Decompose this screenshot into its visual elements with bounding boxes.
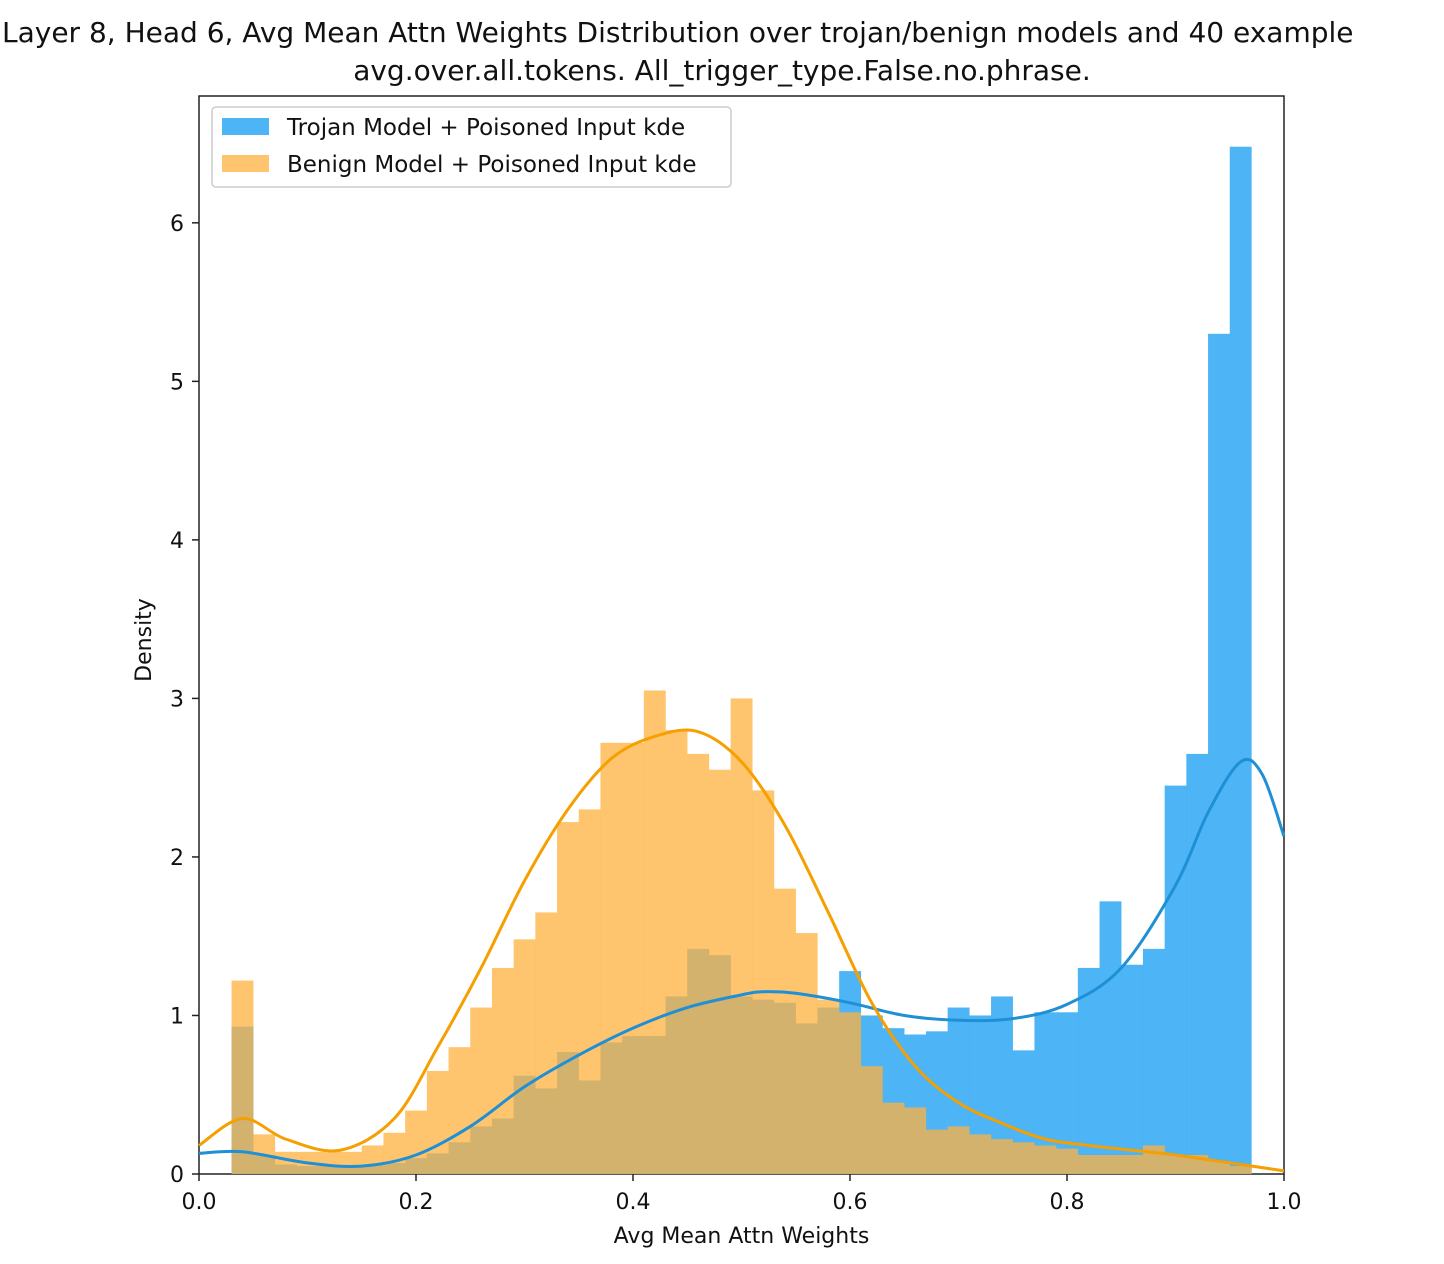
- x-axis: 0.0 0.2 0.4 0.6 0.8 1.0: [182, 1174, 1302, 1215]
- legend-label-trojan: Trojan Model + Poisoned Input kde: [286, 115, 685, 141]
- benign-bar: [1034, 1145, 1057, 1174]
- x-tick-label: 0.0: [182, 1190, 217, 1215]
- x-tick-label: 0.2: [399, 1190, 434, 1215]
- benign-bar: [730, 698, 753, 1174]
- benign-bar: [1121, 1154, 1144, 1174]
- benign-bar: [904, 1107, 927, 1174]
- benign-bar: [752, 790, 775, 1174]
- benign-bar: [969, 1134, 992, 1174]
- y-tick-label: 4: [170, 529, 184, 554]
- y-tick-label: 5: [170, 370, 184, 395]
- benign-bar: [622, 742, 645, 1174]
- benign-bar: [795, 933, 818, 1174]
- trojan-bar: [1186, 753, 1209, 1174]
- benign-bar: [1099, 1154, 1122, 1174]
- benign-bar: [383, 1132, 406, 1174]
- x-tick-label: 1.0: [1267, 1190, 1302, 1215]
- benign-bar: [361, 1145, 384, 1174]
- y-tick-label: 2: [170, 846, 184, 871]
- trojan-bar: [1208, 333, 1230, 1174]
- chart-title: Layer 8, Head 6, Avg Mean Attn Weights D…: [2, 16, 1354, 49]
- x-tick-label: 0.6: [833, 1190, 868, 1215]
- x-tick-label: 0.4: [616, 1190, 651, 1215]
- benign-bar: [991, 1139, 1013, 1174]
- x-tick-label: 0.8: [1050, 1190, 1085, 1215]
- benign-bar: [491, 967, 514, 1174]
- benign-bar: [470, 1007, 493, 1174]
- benign-bar: [1229, 1166, 1252, 1174]
- benign-bar: [1142, 1145, 1165, 1174]
- legend-label-benign: Benign Model + Poisoned Input kde: [287, 152, 696, 178]
- benign-bar: [1077, 1154, 1100, 1174]
- y-tick-label: 0: [170, 1163, 184, 1188]
- y-axis: 0 1 2 3 4 5 6: [170, 212, 199, 1188]
- benign-bar: [860, 1066, 883, 1174]
- trojan-bar: [1229, 146, 1252, 1175]
- benign-bar: [557, 822, 579, 1174]
- benign-bar: [839, 1012, 862, 1174]
- x-axis-label: Avg Mean Attn Weights: [614, 1224, 870, 1249]
- benign-bar: [340, 1151, 362, 1174]
- trojan-bar: [991, 996, 1013, 1174]
- benign-bar: [1012, 1142, 1035, 1174]
- trojan-kde-line: [198, 757, 1286, 1168]
- trojan-bar: [1056, 1012, 1079, 1174]
- benign-bar: [513, 939, 536, 1174]
- benign-bar: [882, 1102, 905, 1174]
- trojan-bar: [1099, 901, 1122, 1174]
- y-axis-label: Density: [132, 598, 157, 682]
- benign-bar: [1056, 1148, 1079, 1174]
- benign-bar: [947, 1126, 970, 1174]
- benign-kde-line: [198, 728, 1285, 1173]
- benign-bar: [817, 999, 840, 1174]
- benign-bar: [665, 730, 688, 1174]
- benign-bar: [231, 980, 254, 1174]
- legend-swatch-benign: [222, 155, 269, 172]
- legend-swatch-trojan: [222, 118, 269, 135]
- benign-bar: [274, 1151, 297, 1174]
- trojan-bar: [1164, 785, 1187, 1174]
- benign-bar: [1208, 1161, 1230, 1174]
- y-tick-label: 3: [170, 687, 184, 712]
- benign-bar: [774, 888, 796, 1174]
- y-tick-label: 6: [170, 212, 184, 237]
- trojan-bar: [1121, 964, 1144, 1174]
- y-tick-label: 1: [170, 1004, 184, 1029]
- benign-bar: [1164, 1154, 1187, 1174]
- chart-subtitle: avg.over.all.tokens. All_trigger_type.Fa…: [353, 54, 1091, 87]
- benign-bar: [687, 753, 710, 1174]
- trojan-bar: [1034, 1012, 1057, 1174]
- benign-bar: [643, 690, 666, 1174]
- benign-bar: [708, 769, 731, 1174]
- legend-box: [211, 106, 732, 188]
- benign-bar: [578, 809, 601, 1174]
- benign-bar: [318, 1151, 341, 1174]
- trojan-bar: [1077, 967, 1100, 1174]
- legend: Trojan Model + Poisoned Input kde Benign…: [211, 106, 732, 188]
- benign-bar: [448, 1047, 471, 1174]
- benign-bar: [535, 912, 558, 1174]
- benign-bar: [600, 742, 623, 1174]
- benign-bar: [925, 1129, 948, 1174]
- benign-bar: [405, 1110, 428, 1174]
- benign-bar: [426, 1070, 449, 1174]
- trojan-bar: [1142, 948, 1165, 1174]
